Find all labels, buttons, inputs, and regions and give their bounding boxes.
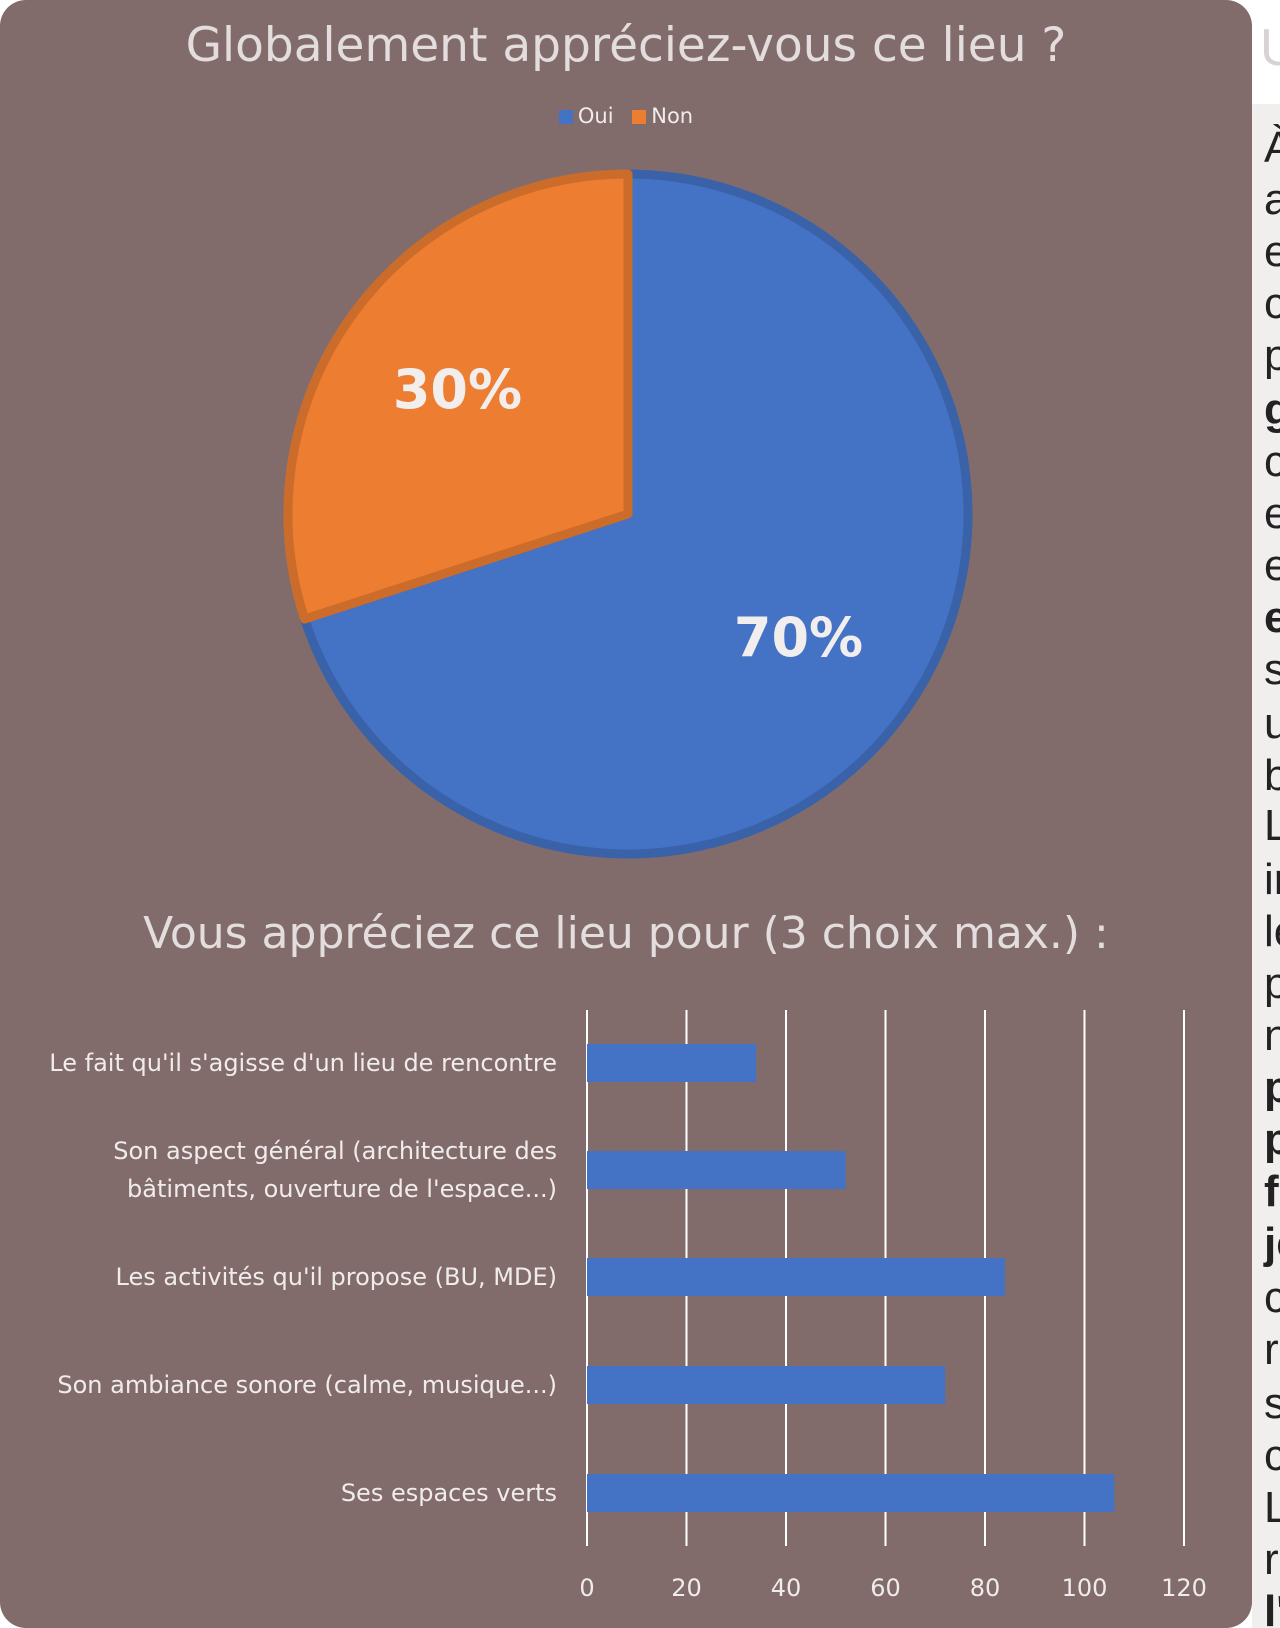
- article-text-fragment: e: [1264, 541, 1280, 590]
- bar-3: [587, 1258, 1005, 1296]
- article-text-fragment: p: [1264, 1063, 1280, 1112]
- article-text-fragment: b: [1264, 751, 1280, 800]
- x-tick-label-80: 80: [970, 1574, 1001, 1602]
- legend-item-oui: Oui: [558, 104, 614, 128]
- x-tick-label-0: 0: [579, 1574, 594, 1602]
- category-label-3: Les activités qu'il propose (BU, MDE): [116, 1263, 557, 1291]
- x-tick-label-100: 100: [1062, 1574, 1108, 1602]
- article-text-fragment: c: [1264, 279, 1280, 328]
- article-text-fragment: s: [1264, 645, 1280, 694]
- bar-5: [587, 1474, 1115, 1512]
- article-title: U: [1260, 19, 1280, 77]
- bar-2: [587, 1151, 846, 1189]
- legend-item-non: Non: [632, 104, 693, 128]
- article-text-fragment: u: [1264, 699, 1280, 748]
- article-text-fragment: e: [1264, 227, 1280, 276]
- category-label-2: Son aspect général (architecture des: [113, 1137, 557, 1165]
- article-text-fragment: p: [1264, 1115, 1280, 1164]
- category-label-1: Le fait qu'il s'agisse d'un lieu de renc…: [49, 1049, 557, 1077]
- bar-chart-title: Vous appréciez ce lieu pour (3 choix max…: [143, 908, 1109, 959]
- pie-slice-non: [283, 169, 633, 624]
- article-text-fragment: p: [1264, 959, 1280, 1008]
- article-text-fragment: ir: [1264, 855, 1280, 904]
- bar-1: [587, 1044, 757, 1082]
- article-text-fragment: À: [1264, 123, 1280, 172]
- article-body: [1252, 104, 1280, 1628]
- x-tick-label-120: 120: [1161, 1574, 1207, 1602]
- pie-slice-oui: [300, 169, 973, 859]
- bar-4: [587, 1366, 946, 1404]
- article-text-fragment: L: [1264, 801, 1280, 850]
- article-text-fragment: r: [1264, 1325, 1279, 1374]
- x-tick-label-40: 40: [771, 1574, 802, 1602]
- category-label-2: bâtiments, ouverture de l'espace...): [127, 1175, 557, 1203]
- article-text-fragment: L: [1264, 1483, 1280, 1532]
- article-text-fragment: je: [1264, 1219, 1280, 1268]
- pie-label-non: 30%: [393, 358, 522, 421]
- article-text-fragment: e: [1264, 489, 1280, 538]
- article-text-fragment: c: [1264, 1431, 1280, 1480]
- article-text-fragment: g: [1264, 385, 1280, 434]
- article-column: U ÀaecpgceeesubLirlepnppfojecrscLrl': [1252, 0, 1280, 1628]
- pie-legend: Oui Non: [0, 104, 1252, 128]
- article-text-fragment: n: [1264, 1011, 1280, 1060]
- pie-chart: 70% 30%: [283, 169, 973, 859]
- legend-label-oui: Oui: [577, 104, 614, 128]
- category-label-4: Son ambiance sonore (calme, musique...): [57, 1371, 557, 1399]
- article-text-fragment: fo: [1264, 1167, 1280, 1216]
- chart-panel: Globalement appréciez-vous ce lieu ? Oui…: [0, 0, 1252, 1628]
- article-text-fragment: a: [1264, 175, 1280, 224]
- article-text-fragment: c: [1264, 1273, 1280, 1322]
- article-text-fragment: c: [1264, 437, 1280, 486]
- category-label-5: Ses espaces verts: [341, 1479, 557, 1507]
- article-text-fragment: r: [1264, 1535, 1279, 1584]
- article-text-fragment: e: [1264, 593, 1280, 642]
- pie-label-oui: 70%: [734, 606, 863, 669]
- article-text-fragment: s: [1264, 1379, 1280, 1428]
- article-text-fragment: l': [1264, 1587, 1280, 1628]
- x-tick-label-20: 20: [671, 1574, 702, 1602]
- legend-swatch-oui: [558, 110, 573, 124]
- legend-label-non: Non: [651, 104, 694, 128]
- pie-chart-title: Globalement appréciez-vous ce lieu ?: [185, 18, 1067, 73]
- legend-swatch-non: [632, 110, 647, 124]
- bar-chart: 0 20 40 60 80 100 120 Le fait qu'il s'agisse d'…: [49, 1010, 1207, 1602]
- x-tick-label-60: 60: [870, 1574, 901, 1602]
- article-text-fragment: le: [1264, 907, 1280, 956]
- article-text-fragment: p: [1264, 331, 1280, 380]
